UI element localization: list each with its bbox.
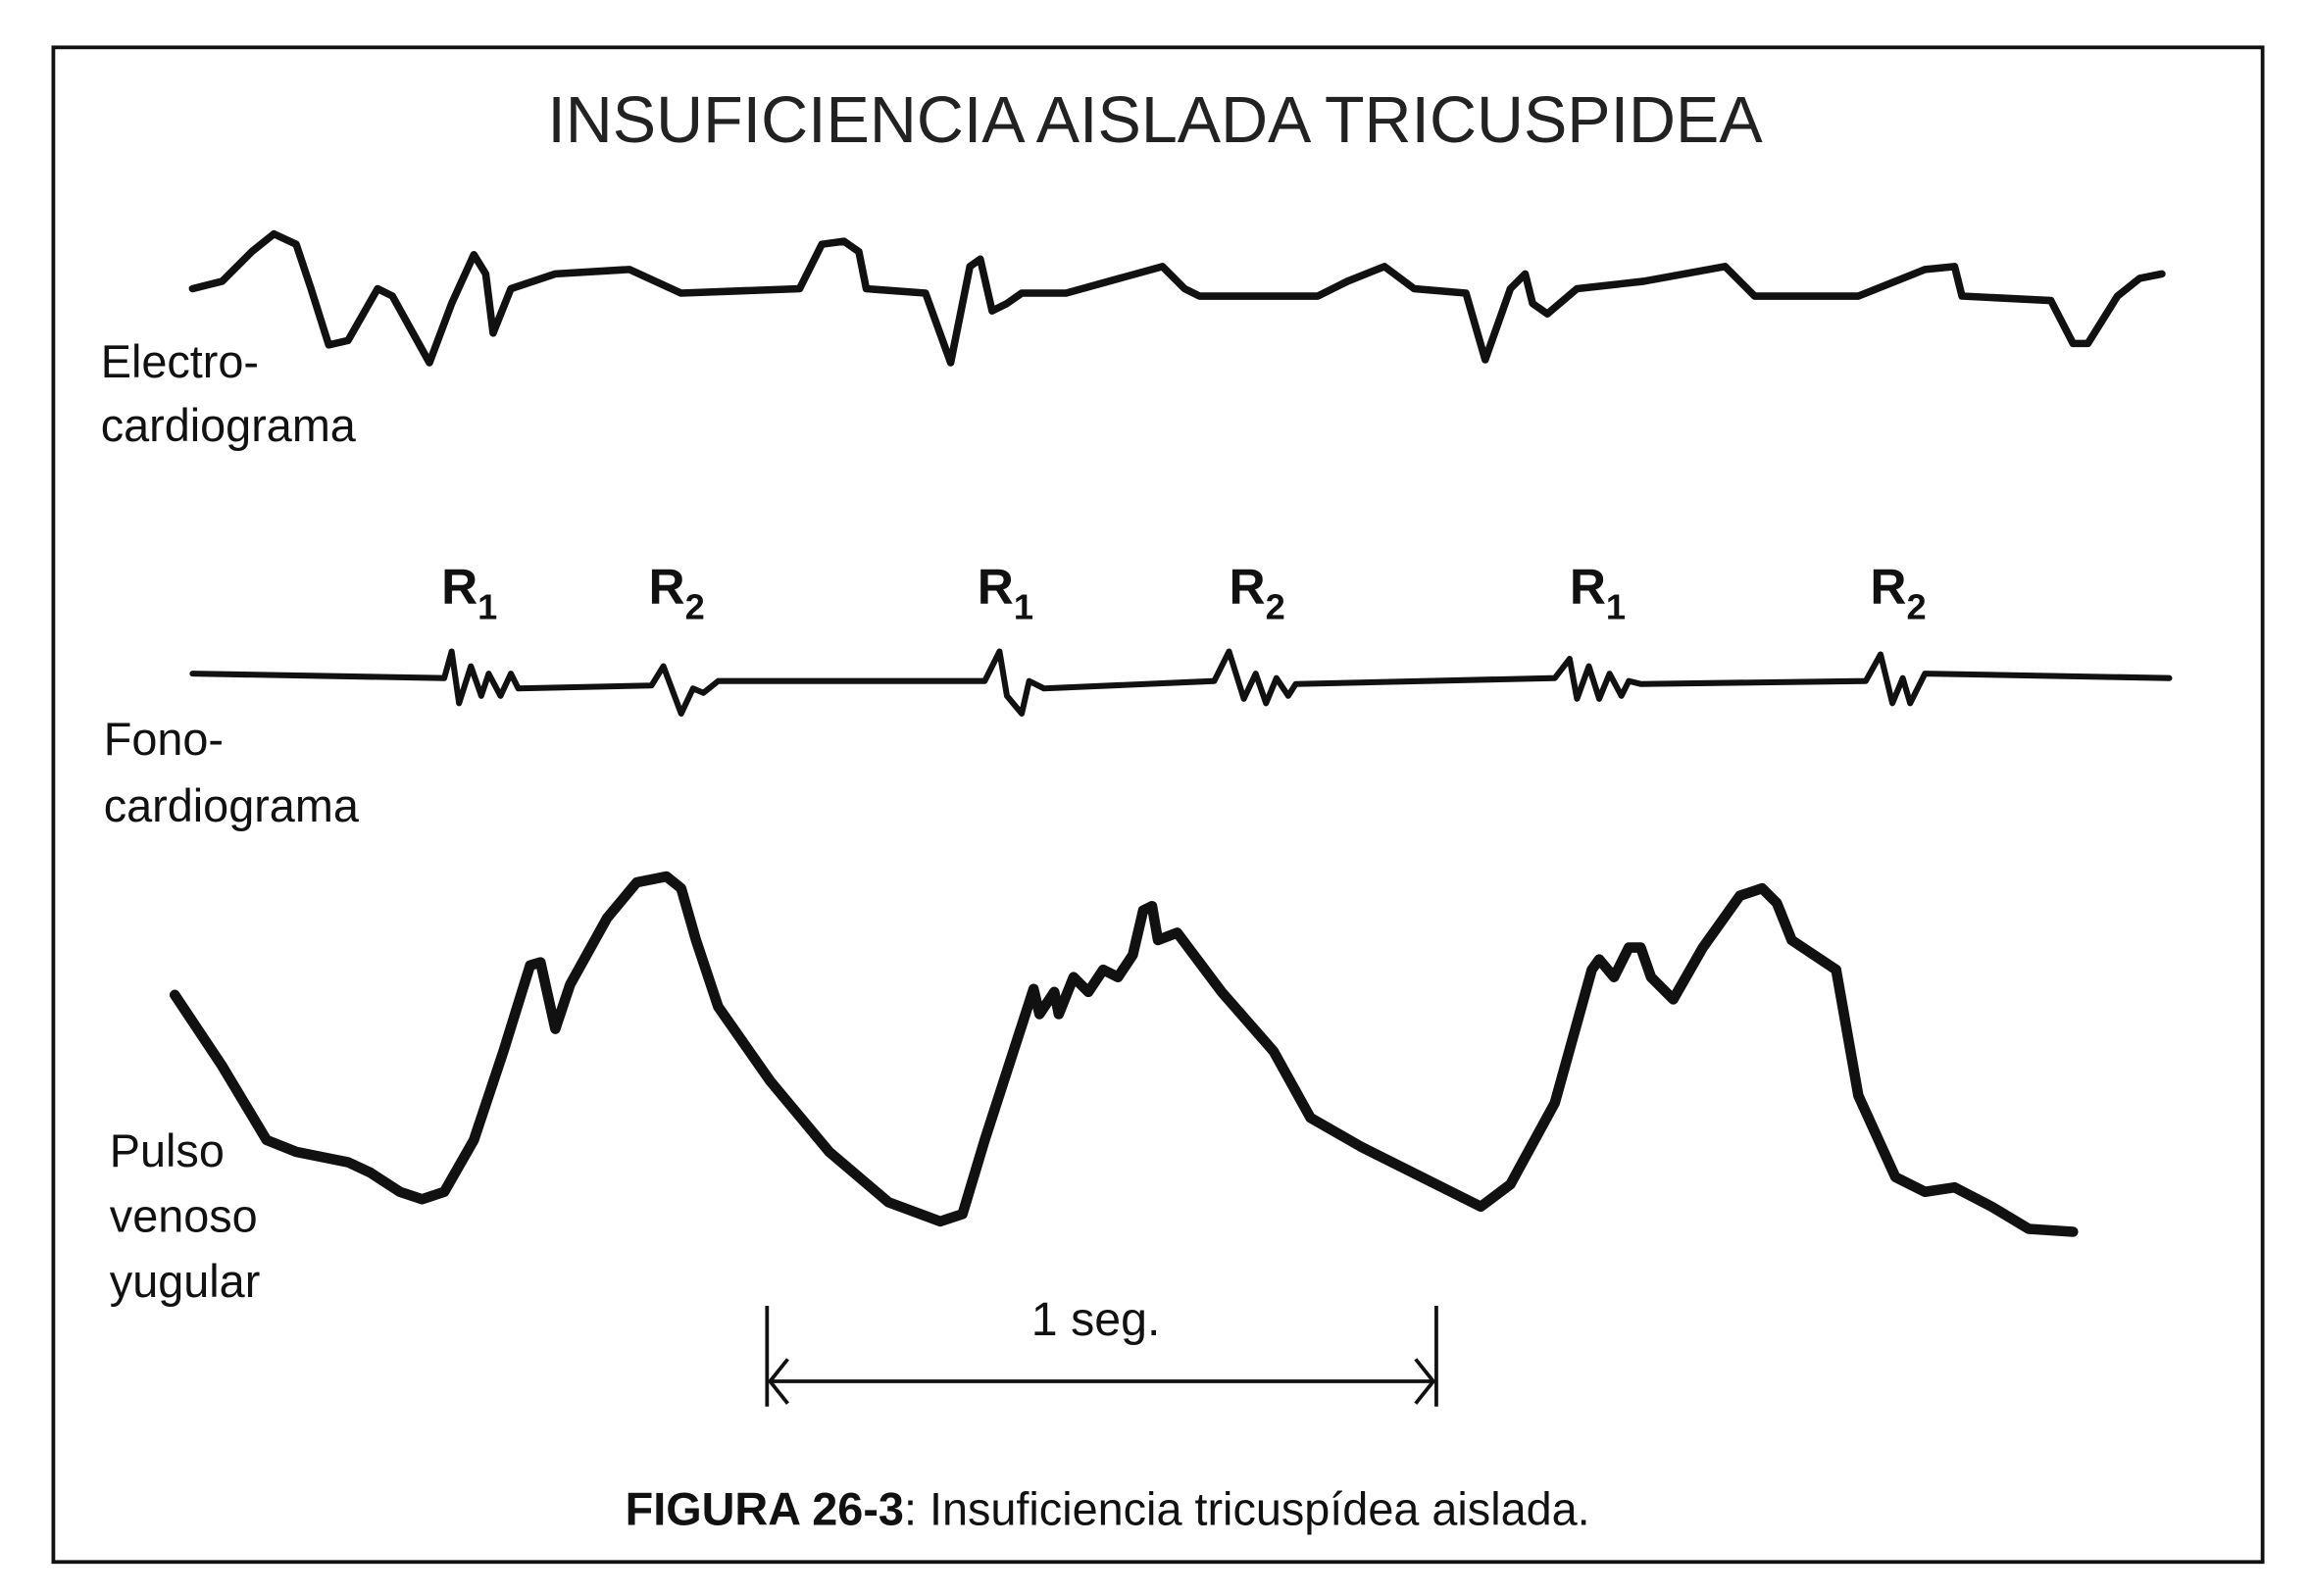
sound-label: R1 <box>978 559 1033 626</box>
caption: FIGURA 26-3: Insuficiencia tricuspídea a… <box>626 1484 1590 1535</box>
sound-letter: R <box>441 559 477 615</box>
sound-subscript: 2 <box>685 586 705 626</box>
phono-label: cardiograma <box>104 780 360 831</box>
caption-figure: FIGURA 26-3 <box>626 1484 904 1535</box>
sound-letter: R <box>649 559 685 615</box>
jvp-trace <box>169 871 2079 1237</box>
sound-letter: R <box>1230 559 1266 615</box>
scale-label: 1 seg. <box>1031 1293 1161 1346</box>
sound-letter: R <box>1870 559 1906 615</box>
jvp-label: Pulso <box>110 1125 225 1176</box>
phono-label: Fono- <box>104 714 224 765</box>
ecg-label: cardiograma <box>101 400 357 451</box>
sound-letter: R <box>978 559 1014 615</box>
sound-label: R2 <box>1870 559 1926 626</box>
sound-subscript: 1 <box>477 586 497 626</box>
scale-bar <box>765 1306 1438 1407</box>
jvp-label: yugular <box>110 1256 260 1307</box>
sound-labels: R1 R2 R1 R2 R1 R2 <box>441 559 1927 626</box>
sound-subscript: 1 <box>1606 586 1626 626</box>
sound-label: R1 <box>1570 559 1626 626</box>
ecg-trace <box>188 229 2166 367</box>
sound-label: R1 <box>441 559 497 626</box>
ecg-label: Electro- <box>101 336 259 387</box>
phono-trace <box>189 648 2173 717</box>
frame <box>51 45 2265 1565</box>
title: INSUFICIENCIA AISLADA TRICUSPIDEA <box>547 84 1763 157</box>
caption-text: : Insuficiencia tricuspídea aislada. <box>904 1484 1590 1535</box>
sound-label: R2 <box>1230 559 1285 626</box>
sound-letter: R <box>1570 559 1606 615</box>
jvp-label: venoso <box>110 1190 258 1241</box>
sound-subscript: 1 <box>1014 586 1033 626</box>
sound-subscript: 2 <box>1907 586 1927 626</box>
sound-label: R2 <box>649 559 705 626</box>
sound-subscript: 2 <box>1266 586 1285 626</box>
